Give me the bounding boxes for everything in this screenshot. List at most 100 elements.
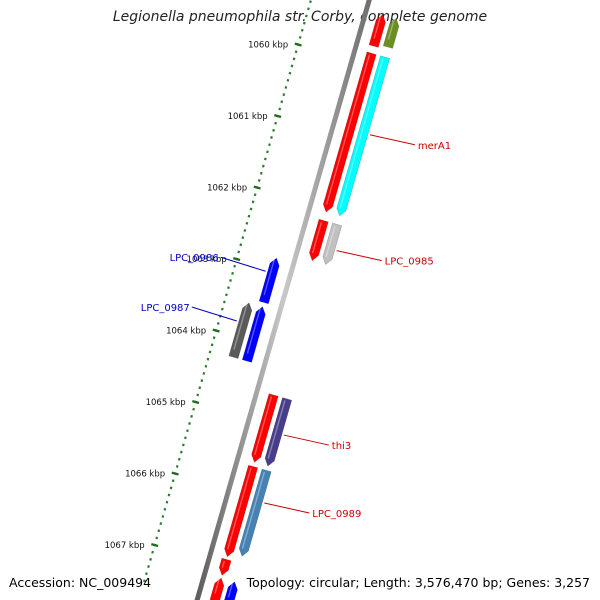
scale-dot <box>210 343 214 347</box>
scale-dot <box>243 229 247 232</box>
scale-dot <box>292 57 296 61</box>
feature-arrow-15 <box>224 581 238 600</box>
feature-highlight-5 <box>325 225 336 258</box>
scale-tick-label: 1061 kbp <box>228 112 268 122</box>
scale-dot <box>288 71 292 75</box>
feature-label: merA1 <box>418 141 451 152</box>
scale-dot <box>155 536 159 540</box>
scale-dot <box>196 393 200 397</box>
scale-dot <box>222 300 226 304</box>
feature-highlight-7 <box>233 304 248 350</box>
scale-dot <box>175 464 179 468</box>
feature-arrow-2 <box>322 51 377 213</box>
feature-arrow-0 <box>368 14 386 48</box>
feature-highlight-13 <box>221 560 225 569</box>
feature-highlight-3 <box>339 58 384 209</box>
feature-highlight-14 <box>214 579 220 594</box>
feature-highlight-9 <box>254 396 273 455</box>
scale-dot <box>309 0 312 4</box>
scale-tick <box>294 42 302 47</box>
genome-summary-text: Topology: circular; Length: 3,576,470 bp… <box>246 575 590 590</box>
scale-dot <box>179 450 183 454</box>
scale-dot <box>192 407 196 411</box>
scale-dot <box>282 93 286 97</box>
scale-dot <box>151 550 155 554</box>
scale-dot <box>163 507 167 511</box>
scale-dot <box>268 143 271 147</box>
scale-tick <box>253 185 261 190</box>
scale-dot <box>239 243 243 247</box>
feature-arrow-13 <box>218 557 232 576</box>
scale-dot <box>278 107 282 111</box>
scale-dot <box>266 150 269 154</box>
feature-arrow-10 <box>264 397 293 467</box>
feature-arrow-11 <box>224 464 259 558</box>
scale-tick-label: 1063 kbp <box>187 255 227 265</box>
scale-dot <box>274 121 278 125</box>
scale-dot <box>216 321 220 325</box>
feature-arrow-6 <box>258 257 280 305</box>
scale-dot <box>188 422 191 425</box>
feature-highlight-11 <box>227 467 252 550</box>
feature-highlight-1 <box>387 19 395 40</box>
scale-dot <box>208 350 212 354</box>
scale-dot <box>259 171 263 175</box>
scale-tick-label: 1062 kbp <box>207 184 247 194</box>
scale-dot <box>307 7 310 11</box>
scale-dot <box>245 221 249 225</box>
feature-arrow-1 <box>382 18 400 49</box>
scale-dot <box>177 457 181 461</box>
feature-highlight-2 <box>325 54 371 205</box>
scale-dot <box>294 50 298 54</box>
feature-arrow-8 <box>241 306 266 363</box>
feature-highlight-8 <box>246 307 262 354</box>
scale-tick <box>150 542 159 548</box>
scale-dot <box>143 579 146 583</box>
feature-leader-line <box>336 250 382 262</box>
scale-dot <box>253 193 257 197</box>
scale-dot <box>220 307 224 311</box>
scale-tick <box>212 328 220 333</box>
feature-arrow-14 <box>209 577 225 600</box>
feature-layer <box>209 14 400 600</box>
label-layer: merA1 LPC_0985 LPC_0986 LPC_0987 thi3 LPC_098… <box>141 134 451 520</box>
scale-tick-label: 1060 kbp <box>248 41 288 51</box>
feature-arrow-9 <box>251 393 279 463</box>
feature-arrow-5 <box>322 222 343 265</box>
scale-tick-label: 1067 kbp <box>105 541 145 551</box>
scale-ruler: 1060 kbp 1061 kbp 1062 kbp 1063 kbp 1064 kbp… <box>105 0 312 583</box>
scale-dot <box>302 21 306 25</box>
scale-dot <box>181 443 185 447</box>
scale-dot <box>251 200 255 204</box>
scale-tick-label: 1066 kbp <box>125 470 165 480</box>
scale-dot <box>247 214 251 218</box>
feature-highlight-6 <box>263 259 275 296</box>
scale-tick <box>191 399 200 405</box>
scale-dot <box>159 522 163 526</box>
feature-highlight-15 <box>227 583 234 598</box>
feature-arrow-7 <box>228 302 253 359</box>
scale-dot <box>290 64 294 68</box>
scale-dot <box>212 336 216 340</box>
feature-arrow-4 <box>309 218 329 262</box>
scale-tick <box>171 471 179 476</box>
scale-dot <box>272 128 275 132</box>
feature-highlight-4 <box>311 221 323 254</box>
scale-dot <box>165 500 169 504</box>
scale-dot <box>190 414 193 418</box>
scale-dot <box>263 157 267 161</box>
scale-dot <box>270 136 273 139</box>
scale-dot <box>206 357 210 361</box>
scale-tick <box>273 113 282 119</box>
scale-dot <box>204 364 208 368</box>
feature-label: LPC_0987 <box>141 303 190 314</box>
scale-dot <box>167 493 171 497</box>
scale-dot <box>233 264 237 268</box>
scale-tick-label: 1065 kbp <box>146 398 186 408</box>
scale-dot <box>149 557 152 561</box>
feature-label: LPC_0985 <box>385 257 434 268</box>
scale-dot <box>298 35 302 39</box>
feature-arrow-12 <box>238 468 272 557</box>
chromosome-backbone <box>194 0 372 600</box>
feature-label: LPC_0986 <box>170 253 219 264</box>
